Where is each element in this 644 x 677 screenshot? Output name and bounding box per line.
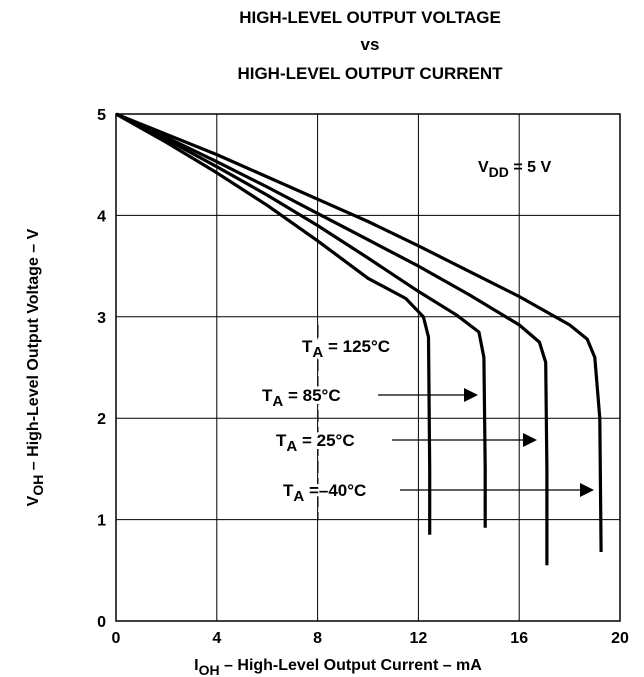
chart-title-line-3: HIGH-LEVEL OUTPUT CURRENT [237, 64, 503, 83]
series-curve-1 [115, 112, 432, 535]
x-tick-label: 8 [313, 630, 322, 647]
series-label-2: TA = 85°C [262, 386, 341, 410]
series-arrow-head-4 [580, 483, 594, 497]
chart-title-line-1: HIGH-LEVEL OUTPUT VOLTAGE [239, 8, 501, 27]
series-curve-4 [115, 112, 603, 553]
x-tick-label: 20 [611, 630, 629, 647]
series-curve-3 [115, 112, 549, 566]
x-axis-label: IOH – High-Level Output Current – mA [194, 657, 482, 677]
series-curve-2 [115, 112, 487, 528]
condition-label: VDD = 5 V [478, 159, 551, 180]
series-label-4: TA =–40°C [283, 481, 366, 505]
y-tick-label: 0 [97, 614, 106, 631]
chart-title-line-2: vs [360, 35, 380, 54]
y-tick-label: 3 [97, 310, 106, 327]
x-tick-label: 4 [212, 630, 221, 647]
series-arrow-head-3 [523, 433, 537, 447]
y-tick-label: 4 [97, 208, 106, 225]
x-tick-label: 16 [510, 630, 528, 647]
x-tick-label: 0 [112, 630, 121, 647]
y-tick-label: 5 [97, 107, 106, 124]
plot-frame [115, 113, 621, 622]
y-axis-label: VOH – High-Level Output Voltage – V [25, 228, 46, 506]
series-label-3: TA = 25°C [276, 431, 355, 455]
x-tick-label: 12 [410, 630, 428, 647]
series-label-1: TA = 125°C [302, 337, 390, 361]
y-tick-label: 2 [97, 411, 106, 428]
series-arrow-head-2 [464, 388, 478, 402]
y-tick-label: 1 [97, 513, 106, 530]
